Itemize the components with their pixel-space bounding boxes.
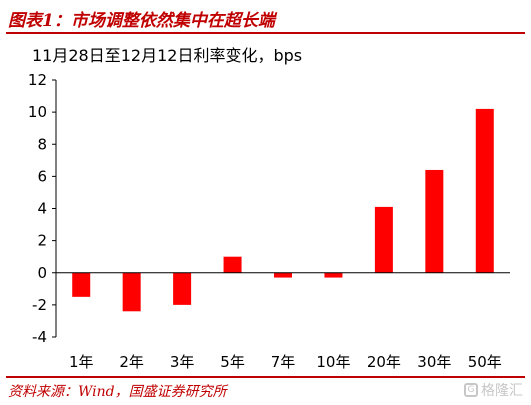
x-tick-label: 5年 [220,353,245,371]
bar-10年 [324,272,343,278]
bar-1年 [72,272,91,297]
bar-2年 [122,272,141,312]
x-tick-label: 7年 [271,353,296,371]
y-tick-label: -2 [32,296,47,314]
y-tick-label: 12 [28,71,47,89]
y-tick-label: 4 [37,200,47,218]
x-tick-label: 1年 [69,353,94,371]
y-tick-label: 2 [37,232,47,250]
source-note: 资料来源：Wind，国盛证券研究所 [8,384,227,400]
bar-5年 [223,256,242,273]
y-tick-label: 0 [37,264,47,282]
chart-title: 11月28日至12月12日利率变化，bps [32,46,303,65]
title-rule [6,32,525,34]
x-tick-label: 30年 [417,353,451,371]
bar-7年 [274,272,292,278]
x-tick-label: 10年 [316,353,350,371]
y-tick-label: -4 [32,328,47,346]
bottom-rule [6,376,525,378]
x-tick-label: 2年 [119,353,144,371]
x-tick-label: 20年 [367,353,401,371]
y-tick-label: 8 [37,135,47,153]
x-tick-label: 50年 [468,353,502,371]
bar-3年 [173,272,192,305]
bar-20年 [374,206,393,273]
watermark-text: 格隆汇 [481,383,523,399]
y-tick-label: 6 [37,167,47,185]
x-tick-label: 3年 [170,353,195,371]
watermark-logo-icon: G [464,383,478,397]
y-tick-label: 10 [28,103,47,121]
bar-50年 [475,108,494,273]
bar-30年 [425,169,444,273]
figure-title: 图表1：市场调整依然集中在超长端 [8,11,275,31]
watermark: G 格隆汇 [464,380,523,400]
